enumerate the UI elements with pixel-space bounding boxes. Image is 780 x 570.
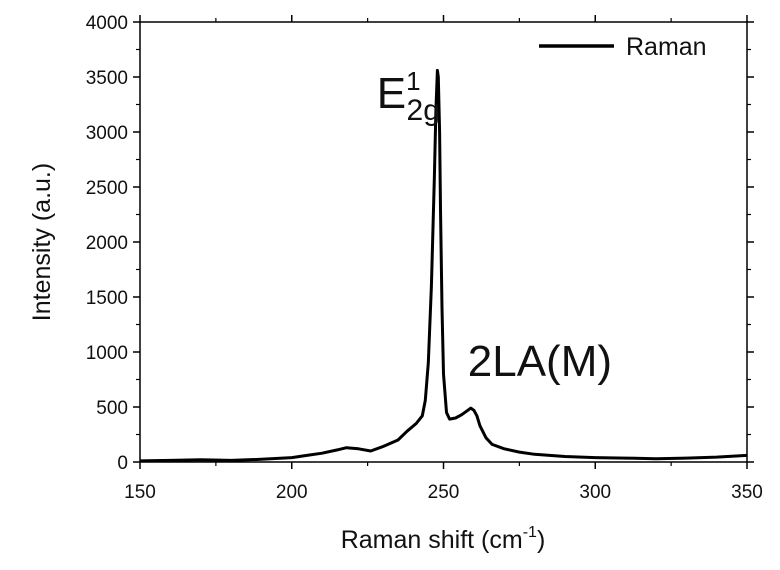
y-tick-label: 4000 [86,13,128,34]
y-tick-label: 1000 [86,343,128,364]
x-tick-label: 250 [428,482,460,503]
plot-frame [139,21,748,463]
x-axis-title: Raman shift (cm-1) [341,524,546,554]
x-tick-label: 300 [579,482,611,503]
annotation-e2g-peak: E1 2g [377,66,440,127]
x-tick-label: 200 [276,482,308,503]
axis-ticks: 150 200 250 300 3500500100015002000250030003… [86,13,763,503]
y-tick-label: 500 [96,398,128,419]
y-tick-label: 0 [117,453,128,474]
annotation-e2g-sup: 1 [406,66,420,96]
x-axis-title-sup: -1 [523,524,537,541]
x-tick-label: 350 [731,482,763,503]
y-axis-title: Intensity (a.u.) [28,163,56,321]
y-tick-label: 2500 [86,178,128,199]
y-tick-label: 2000 [86,233,128,254]
series-line-raman [139,68,748,463]
y-tick-label: 1500 [86,288,128,309]
legend-label: Raman [626,33,707,61]
annotation-2la-peak: 2LA(M) [468,337,612,386]
x-axis-title-close: ) [537,526,545,554]
annotation-e2g-base: E [377,69,406,118]
x-tick-label: 150 [124,482,156,503]
y-tick-label: 3500 [86,68,128,89]
y-tick-label: 3000 [86,123,128,144]
annotation-e2g-sub: 2g [407,94,440,127]
x-axis-title-text: Raman shift (cm [341,526,523,554]
